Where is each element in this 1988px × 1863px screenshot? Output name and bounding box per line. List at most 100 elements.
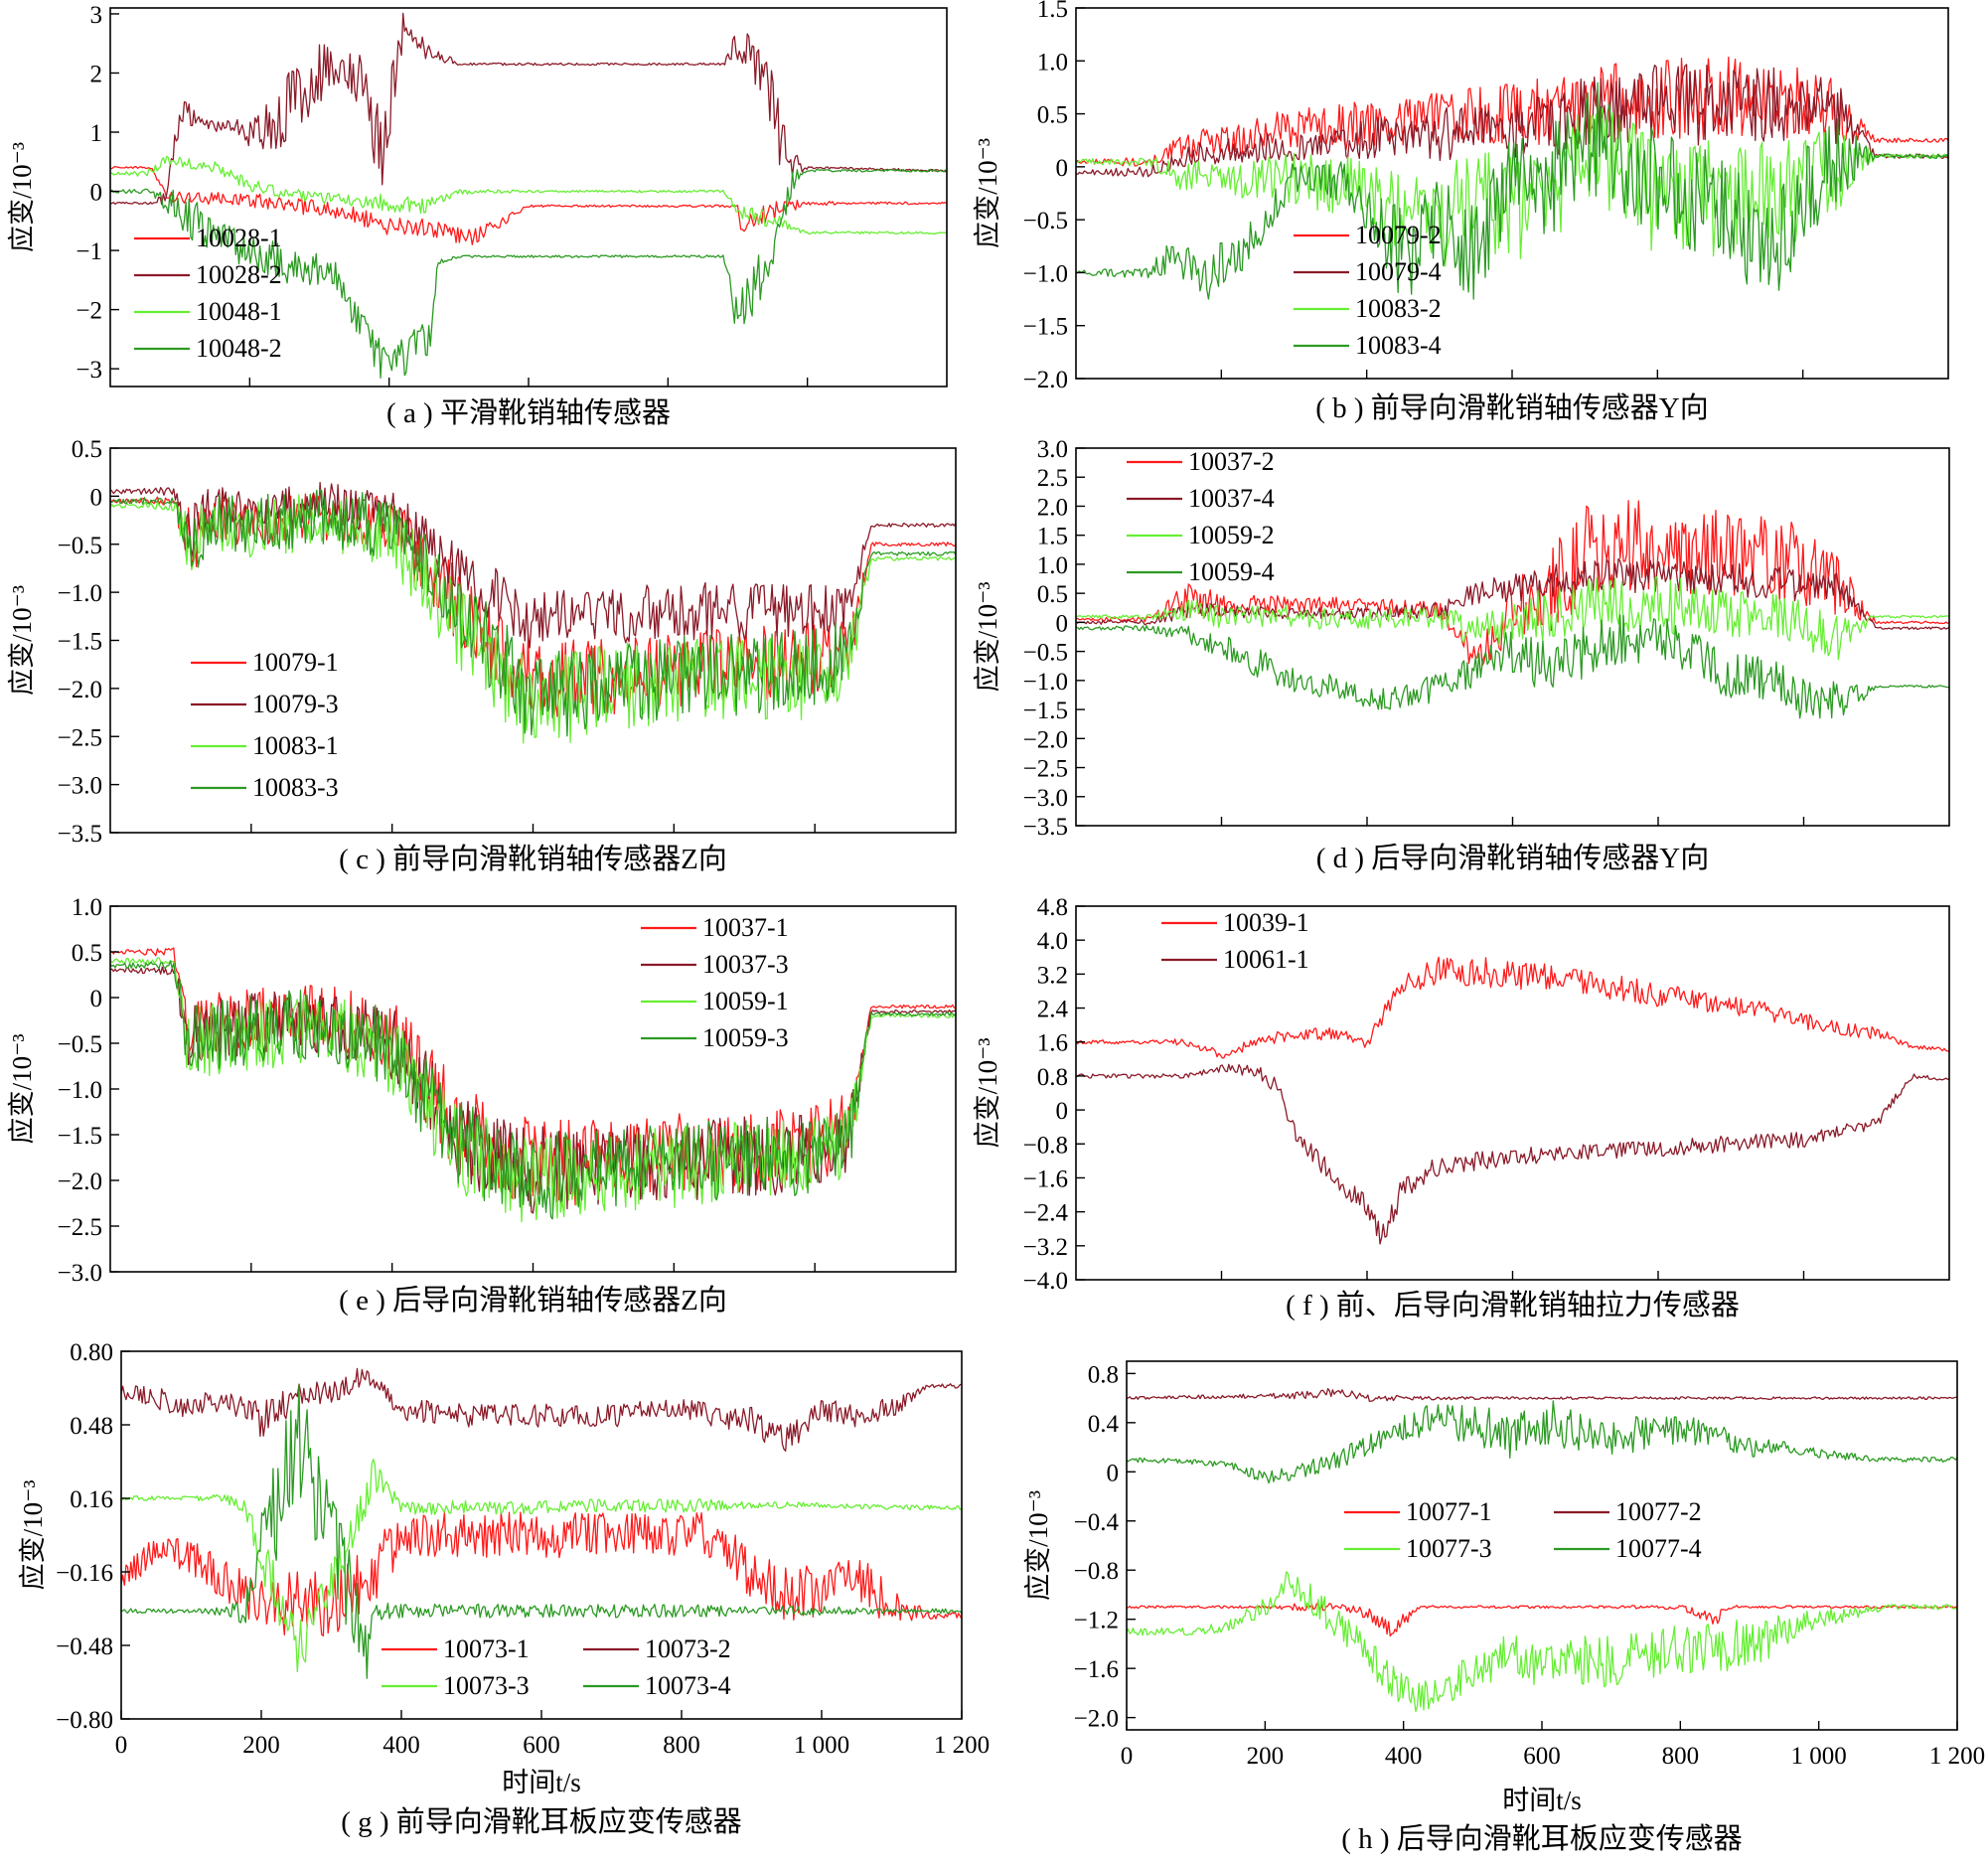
y-tick-label: −0.8: [1023, 1132, 1068, 1159]
y-tick-label: −0.5: [58, 533, 102, 559]
plot-area-c: [110, 481, 956, 744]
y-tick-label: 2: [90, 61, 103, 87]
series-line-10037-2: [1076, 500, 1949, 667]
legend-label: 10037-1: [702, 913, 789, 942]
chart-d: 3.02.52.01.51.00.50−0.5−1.0−1.5−2.0−2.5−…: [973, 436, 1950, 874]
legend-label: 10059-1: [702, 987, 789, 1015]
series-line-10037-3: [110, 966, 956, 1214]
y-tick-label: 0: [90, 986, 103, 1012]
series-line-10073-4: [121, 1384, 962, 1679]
x-axis-title: 时间t/s: [502, 1768, 581, 1797]
y-tick-label: 1: [90, 120, 103, 147]
subplot-caption: ( f ) 前、后导向滑靴销轴拉力传感器: [1286, 1289, 1740, 1321]
y-tick-label: −1.0: [1023, 669, 1068, 696]
x-tick-label: 200: [1247, 1743, 1285, 1770]
plot-area-d: [1076, 500, 1949, 719]
y-tick-label: 1.6: [1037, 1030, 1068, 1057]
series-line-10073-2: [121, 1367, 962, 1452]
y-axis-title: 应变/10⁻³: [973, 138, 1002, 248]
legend-e: 10037-1 10037-3 10059-1 10059-3: [641, 913, 789, 1052]
legend-label: 10039-1: [1223, 908, 1309, 937]
subplot-caption: ( d ) 后导向滑靴销轴传感器Y向: [1316, 842, 1710, 874]
y-axis-title: 应变/10⁻³: [973, 1038, 1002, 1149]
y-tick-label: −0.80: [56, 1707, 113, 1734]
y-tick-label: −3.0: [1023, 785, 1068, 812]
y-axis-title: 应变/10⁻³: [7, 142, 37, 252]
x-tick-label: 0: [115, 1732, 128, 1759]
y-tick-label: −1.0: [58, 580, 102, 607]
y-tick-label: −1.6: [1074, 1656, 1119, 1683]
series-line-10048-1: [110, 155, 947, 235]
legend-f: 10039-1 10061-1: [1161, 908, 1309, 974]
series-line-10073-1: [121, 1511, 962, 1637]
y-axis-title: 应变/10⁻³: [1023, 1490, 1053, 1601]
plot-area-f: [1076, 956, 1949, 1245]
y-tick-label: 0.5: [72, 436, 102, 463]
y-tick-label: −4.0: [1023, 1268, 1068, 1295]
x-tick-label: 1 000: [794, 1732, 849, 1759]
legend-label: 10079-4: [1355, 257, 1442, 286]
y-tick-label: 0.5: [72, 940, 102, 967]
series-line-10083-3: [110, 489, 956, 737]
chart-b: 1.5 1.0 0.5 0 −0.5 −1.0 −1.5 −2.0 应变/10⁻³ ( b ) 前…: [973, 0, 1949, 424]
x-tick-label: 400: [1385, 1743, 1423, 1770]
plot-area-b: [1076, 56, 1948, 300]
chart-h: 0.80.40−0.4−0.8−1.2−1.6−2.00 200 400 600 800…: [1023, 1360, 1985, 1855]
legend-g: 10073-1 10073-2 10073-3 10073-4: [382, 1634, 731, 1700]
legend-label: 10059-2: [1188, 521, 1275, 549]
y-tick-label: 0.5: [1037, 581, 1068, 608]
legend-label: 10077-2: [1615, 1497, 1702, 1526]
y-tick-label: 0.80: [70, 1339, 113, 1366]
plot-area-a: [110, 12, 947, 380]
y-tick-label: 0: [1056, 1098, 1069, 1125]
y-tick-label: −2.0: [1074, 1706, 1119, 1733]
y-tick-label: 0.8: [1037, 1064, 1068, 1091]
legend-label: 10073-1: [443, 1634, 530, 1663]
chart-g: 0.80 0.48 0.16 −0.16 −0.48 −0.800 200 400 600 800…: [18, 1339, 990, 1838]
y-tick-label: 0: [1056, 155, 1069, 182]
y-axis-title: 应变/10⁻³: [7, 585, 37, 696]
y-tick-label: −2: [76, 298, 102, 325]
legend-h: 10077-1 10077-2 10077-3 10077-4: [1344, 1497, 1702, 1563]
series-line-10039-1: [1076, 956, 1949, 1059]
y-tick-label: 0.8: [1088, 1361, 1119, 1388]
y-axis-title: 应变/10⁻³: [18, 1480, 48, 1591]
legend-label: 10073-4: [645, 1671, 731, 1700]
y-tick-label: −1.5: [58, 1123, 102, 1150]
subplot-caption: ( c ) 前导向滑靴销轴传感器Z向: [339, 843, 727, 875]
y-tick-label: −2.0: [1023, 367, 1068, 393]
x-tick-label: 800: [663, 1732, 700, 1759]
y-tick-label: −2.5: [58, 1214, 102, 1241]
y-tick-label: −0.4: [1074, 1509, 1120, 1536]
series-line-10083-4: [1076, 81, 1948, 300]
subplot-caption: ( b ) 前导向滑靴销轴传感器Y向: [1315, 391, 1709, 424]
y-tick-label: 0: [90, 180, 103, 207]
y-tick-label: 2.5: [1037, 465, 1068, 492]
y-tick-label: 0: [90, 484, 103, 511]
y-tick-label: −3: [76, 357, 102, 384]
legend-a: 10028-1 10028-2 10048-1 10048-2: [134, 224, 282, 363]
legend-label: 10073-2: [645, 1634, 731, 1663]
legend-label: 10028-2: [196, 260, 282, 289]
y-tick-label: −2.5: [1023, 756, 1068, 783]
legend-label: 10073-3: [443, 1671, 530, 1700]
y-tick-label: 4.0: [1037, 928, 1068, 955]
series-line-10079-2: [1076, 56, 1948, 167]
y-axis-title: 应变/10⁻³: [7, 1034, 37, 1145]
y-tick-label: −1: [76, 238, 102, 265]
legend-label: 10083-4: [1355, 331, 1442, 360]
x-axis-title: 时间t/s: [1502, 1785, 1582, 1815]
y-tick-label: −0.48: [56, 1633, 113, 1660]
y-tick-label: 0.4: [1088, 1411, 1120, 1438]
y-tick-label: 1.5: [1037, 524, 1068, 550]
x-tick-label: 200: [242, 1732, 280, 1759]
series-line-10073-3: [121, 1459, 962, 1673]
x-tick-label: 600: [1523, 1743, 1561, 1770]
x-tick-label: 600: [523, 1732, 560, 1759]
plot-area-h: [1127, 1387, 1957, 1713]
x-tick-label: 400: [382, 1732, 420, 1759]
y-tick-label: 3.0: [1037, 436, 1068, 463]
legend-label: 10059-3: [702, 1023, 789, 1052]
subplot-caption: ( e ) 后导向滑靴销轴传感器Z向: [339, 1284, 727, 1317]
y-tick-label: −3.2: [1023, 1234, 1068, 1261]
